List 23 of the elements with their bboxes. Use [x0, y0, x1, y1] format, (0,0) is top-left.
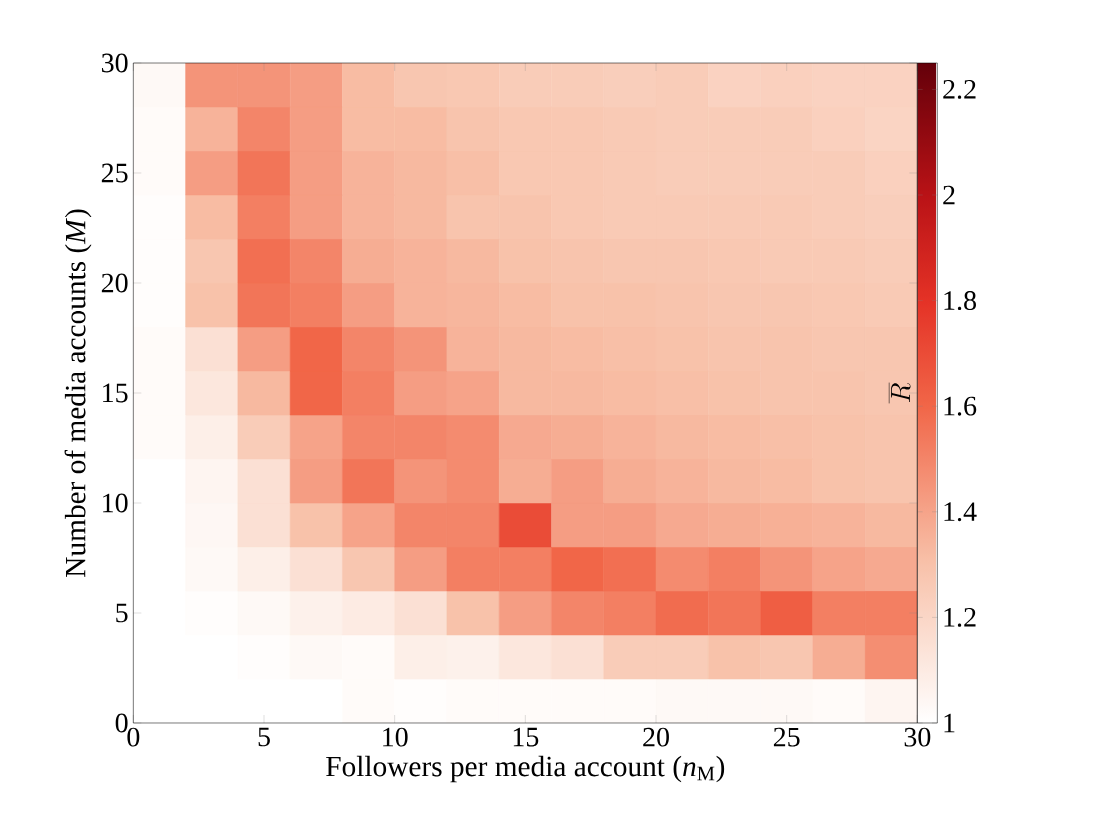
x-tick-label: 5: [258, 727, 270, 747]
x-tick-label: 15: [513, 727, 539, 747]
y-tick-label: 0: [115, 713, 128, 733]
y-tick-label: 5: [116, 603, 128, 623]
y-tick-label: 15: [103, 383, 128, 403]
color-bar-label: 1.4: [944, 502, 977, 522]
y-tick-label: 10: [103, 493, 128, 513]
color-bar-label: 1.2: [944, 607, 976, 627]
color-bar-label: 1: [944, 713, 955, 733]
color-bar-label: 1.6: [944, 396, 977, 416]
y-tick-label: 25: [101, 163, 128, 183]
x-axis-title: Followers per media account (n$_{M}$): [326, 755, 725, 783]
x-tick-label: 25: [773, 727, 800, 747]
x-tick-label: 20: [643, 727, 669, 747]
color-bar-title: $\overline{R}$: [889, 382, 911, 404]
y-tick-label: 30: [101, 53, 128, 73]
color-bar-label: 2: [943, 185, 955, 205]
y-axis-title: Number of media accounts (M): [64, 209, 92, 577]
x-tick-label: 30: [904, 727, 931, 747]
y-tick-label: 20: [101, 273, 128, 293]
color-bar-label: 2.2: [943, 79, 976, 99]
color-bar-label: 1.8: [944, 291, 976, 311]
x-tick-label: 10: [383, 727, 408, 747]
